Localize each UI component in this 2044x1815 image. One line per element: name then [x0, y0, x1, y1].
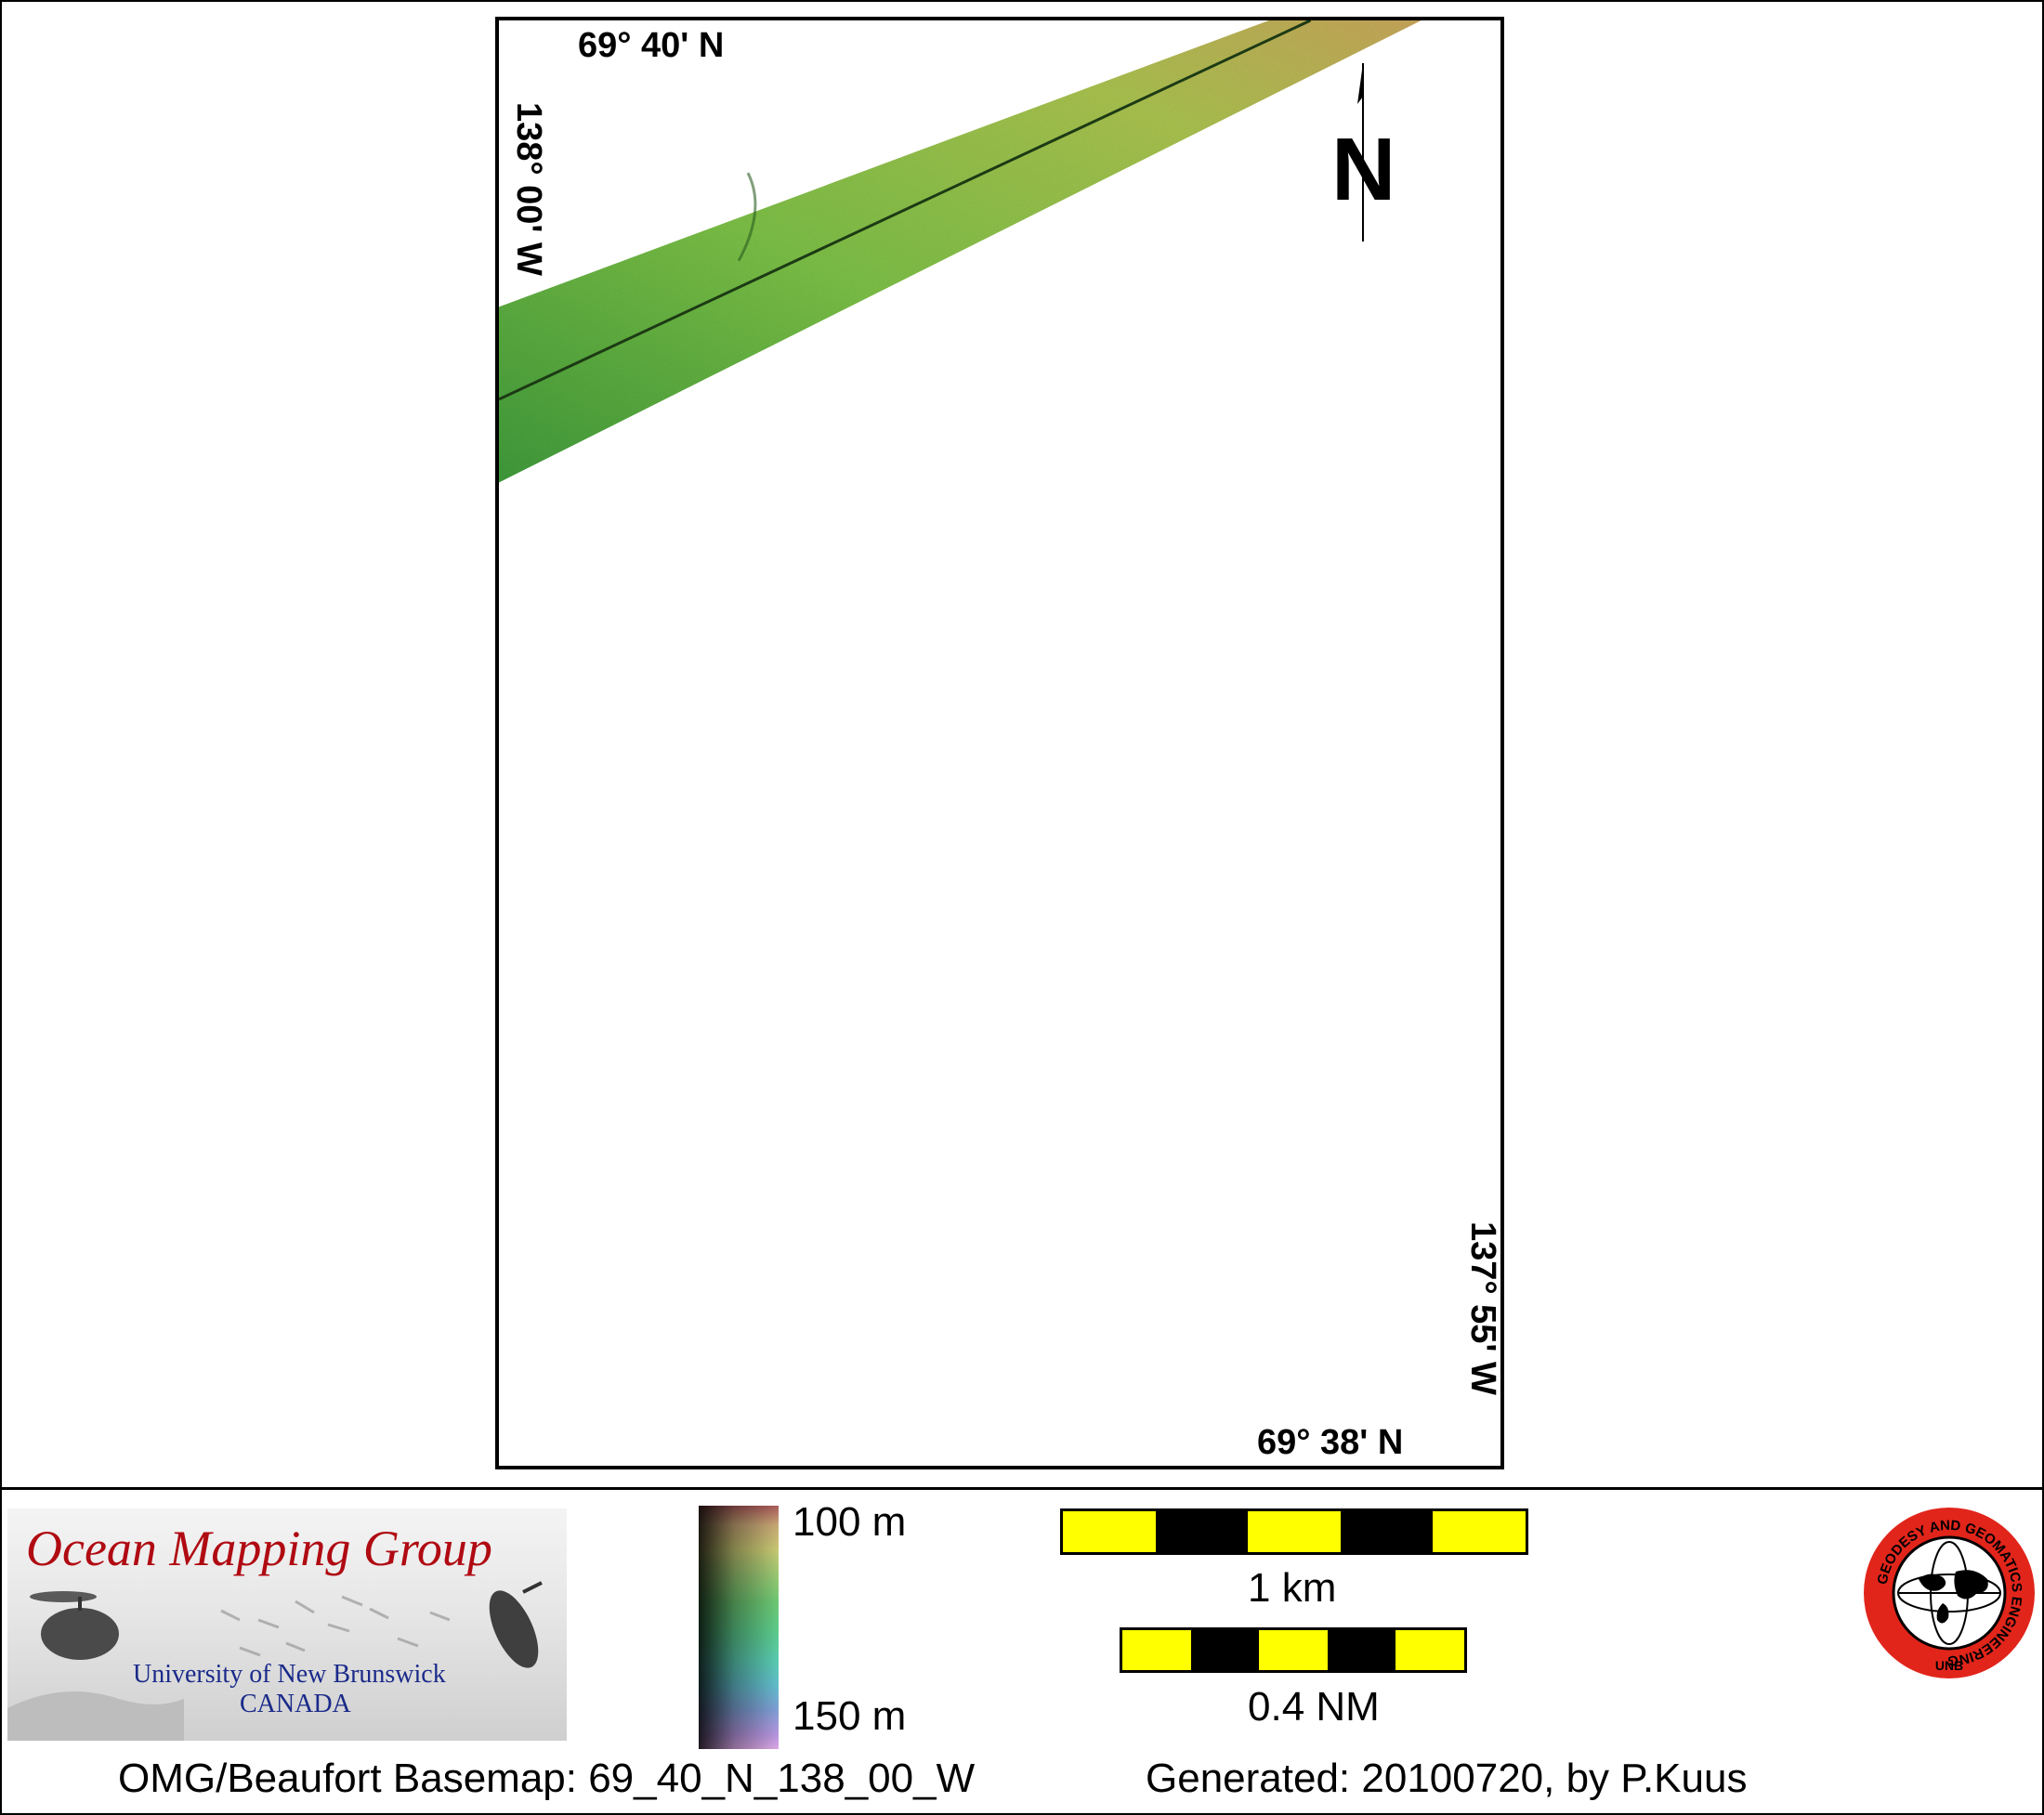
scale-segment [1395, 1630, 1464, 1670]
scale-segment [1433, 1511, 1526, 1552]
scale-segment [1063, 1511, 1156, 1552]
north-letter: N [1331, 120, 1395, 219]
scale-bar-nm-label: 0.4 NM [1248, 1684, 1380, 1730]
footer-divider [0, 1487, 2044, 1490]
logo-title: Ocean Mapping Group [26, 1521, 492, 1576]
scale-segment [1122, 1630, 1191, 1670]
scale-segment [1248, 1511, 1341, 1552]
left-longitude-label: 138° 00' W [509, 102, 548, 276]
top-latitude-label: 69° 40' N [578, 26, 725, 65]
seal-unb-text: UNB [1935, 1658, 1963, 1673]
swath-polygon [499, 20, 1422, 483]
scale-segment [1327, 1630, 1396, 1670]
north-arrow-icon: N [1331, 63, 1395, 242]
generated-caption: Generated: 20100720, by P.Kuus [1146, 1756, 1748, 1801]
scale-segment [1190, 1630, 1260, 1670]
colorbar-bottom-label: 150 m [793, 1693, 907, 1739]
scale-segment [1340, 1511, 1434, 1552]
globe-icon [1897, 1541, 2001, 1645]
towfish-left-icon [30, 1591, 119, 1660]
seabed-ridge [737, 172, 757, 262]
scale-bar-nm [1120, 1627, 1467, 1673]
towfish-right-icon [489, 1581, 543, 1668]
scale-bar-km [1060, 1508, 1528, 1555]
logo-subtitle-university: University of New Brunswick [133, 1660, 446, 1689]
map-frame [495, 17, 1504, 1469]
swath-nadir-line [499, 20, 1312, 401]
scale-bar-km-label: 1 km [1248, 1565, 1337, 1611]
ocean-mapping-group-logo: Ocean Mapping Group University of New Br… [7, 1508, 567, 1741]
logo-seabed-art [7, 1581, 543, 1741]
scale-segment [1155, 1511, 1249, 1552]
basemap-caption: OMG/Beaufort Basemap: 69_40_N_138_00_W [118, 1756, 976, 1801]
colorbar-shade [699, 1506, 779, 1749]
right-longitude-label: 137° 55' W [1463, 1221, 1502, 1395]
unb-geodesy-seal-icon: GEODESY AND GEOMATICS ENGINEERING UNB [1864, 1508, 2035, 1678]
scale-segment [1259, 1630, 1328, 1670]
logo-subtitle-country: CANADA [240, 1690, 351, 1718]
bathymetry-swath [499, 20, 1422, 483]
colorbar-top-label: 100 m [793, 1499, 907, 1545]
depth-colorbar [699, 1506, 779, 1749]
bottom-latitude-label: 69° 38' N [1257, 1423, 1404, 1462]
